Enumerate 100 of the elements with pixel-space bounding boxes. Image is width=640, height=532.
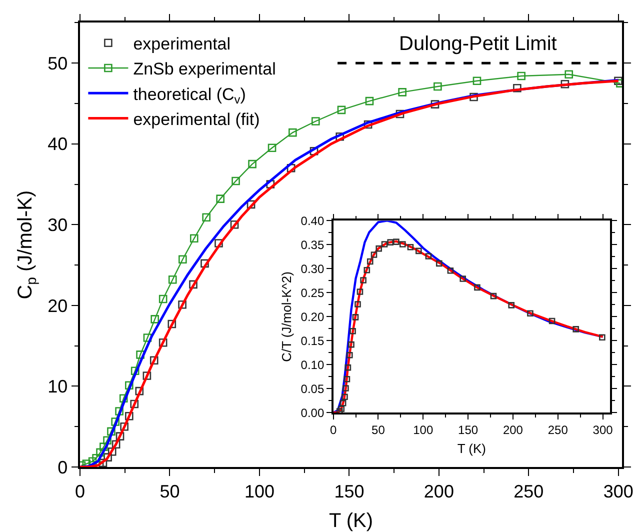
point (527, 310, 534, 316)
x-tick-label: 50 (372, 422, 386, 437)
point (135, 386, 144, 396)
y-tick-label: 0.40 (300, 214, 324, 228)
x-tick-label: 0 (330, 422, 337, 437)
x-axis-title: T (K) (457, 440, 486, 456)
point (364, 120, 372, 129)
point (125, 412, 134, 420)
point (119, 394, 128, 402)
x-tick-label: 300 (603, 481, 634, 502)
y-tick-label: 0.15 (300, 334, 324, 348)
point (338, 406, 345, 412)
x-tick-label: 50 (160, 481, 180, 502)
y-tick-label: 0.05 (300, 382, 324, 396)
point (447, 267, 454, 274)
point (393, 238, 400, 245)
point (398, 88, 406, 96)
point (490, 292, 497, 300)
y-tick-label: 0.10 (300, 358, 324, 372)
point (232, 176, 240, 186)
x-tick-label: 100 (413, 422, 434, 437)
point (158, 294, 168, 304)
point (142, 372, 152, 380)
point (430, 100, 440, 108)
point (508, 302, 515, 308)
legend-label: theoretical (C$_{v}$) (133, 84, 246, 106)
point (130, 400, 139, 408)
point (370, 252, 378, 258)
point (200, 259, 209, 268)
point (396, 110, 404, 118)
point (115, 407, 124, 416)
point (150, 315, 159, 324)
point (344, 364, 352, 371)
point (548, 318, 556, 324)
x-tick-label: 200 (502, 422, 524, 437)
point (136, 350, 144, 359)
point (288, 128, 297, 137)
x-tick-label: 250 (514, 481, 544, 502)
point (168, 320, 176, 328)
point (354, 301, 361, 308)
point (150, 356, 158, 365)
point (366, 258, 374, 265)
point (336, 132, 344, 141)
point (474, 284, 480, 291)
x-axis-title: T (K) (328, 510, 374, 532)
y-tick-label: 40 (48, 134, 68, 154)
point (513, 84, 522, 92)
point (348, 341, 354, 348)
y-tick-label: 0.30 (300, 262, 324, 276)
point (189, 280, 198, 289)
point (112, 440, 120, 449)
point (340, 400, 346, 406)
point (360, 277, 366, 284)
point (98, 458, 108, 467)
point (337, 106, 346, 114)
point (346, 352, 353, 358)
point (266, 180, 275, 188)
point (158, 338, 168, 347)
point (311, 117, 320, 126)
point (130, 366, 140, 376)
point (364, 266, 370, 274)
x-tick-label: 150 (458, 422, 478, 437)
annotation: Dulong-Petit Limit (399, 33, 558, 55)
point (120, 422, 128, 431)
point (572, 326, 580, 332)
x-tick-label: 300 (592, 422, 614, 437)
x-tick-label: 0 (74, 481, 86, 502)
point (216, 194, 224, 203)
x-tick-label: 250 (548, 422, 568, 437)
point (178, 255, 187, 264)
point (143, 334, 152, 342)
point (460, 276, 466, 282)
point (190, 234, 198, 243)
point (564, 70, 574, 79)
point (407, 244, 414, 250)
point (560, 80, 570, 88)
x-tick-label: 150 (334, 481, 364, 502)
point (416, 248, 422, 254)
point (400, 241, 406, 248)
point (470, 92, 478, 102)
x-tick-label: 100 (244, 481, 274, 502)
point (286, 164, 296, 172)
point (517, 72, 526, 80)
point (342, 385, 349, 392)
y-tick-label: 0.00 (300, 406, 324, 420)
y-tick-label: 20 (48, 296, 68, 316)
legend-label: experimental (fit) (133, 110, 260, 129)
point (425, 253, 432, 260)
point (178, 300, 186, 309)
y-tick-label: 10 (48, 376, 68, 397)
point (168, 275, 177, 284)
point (436, 260, 442, 267)
point (310, 146, 318, 156)
point (230, 220, 239, 229)
point (599, 334, 606, 340)
point (365, 96, 374, 106)
point (268, 144, 276, 152)
point (350, 328, 356, 334)
point (342, 394, 348, 400)
y-tick-label: 50 (48, 53, 68, 74)
